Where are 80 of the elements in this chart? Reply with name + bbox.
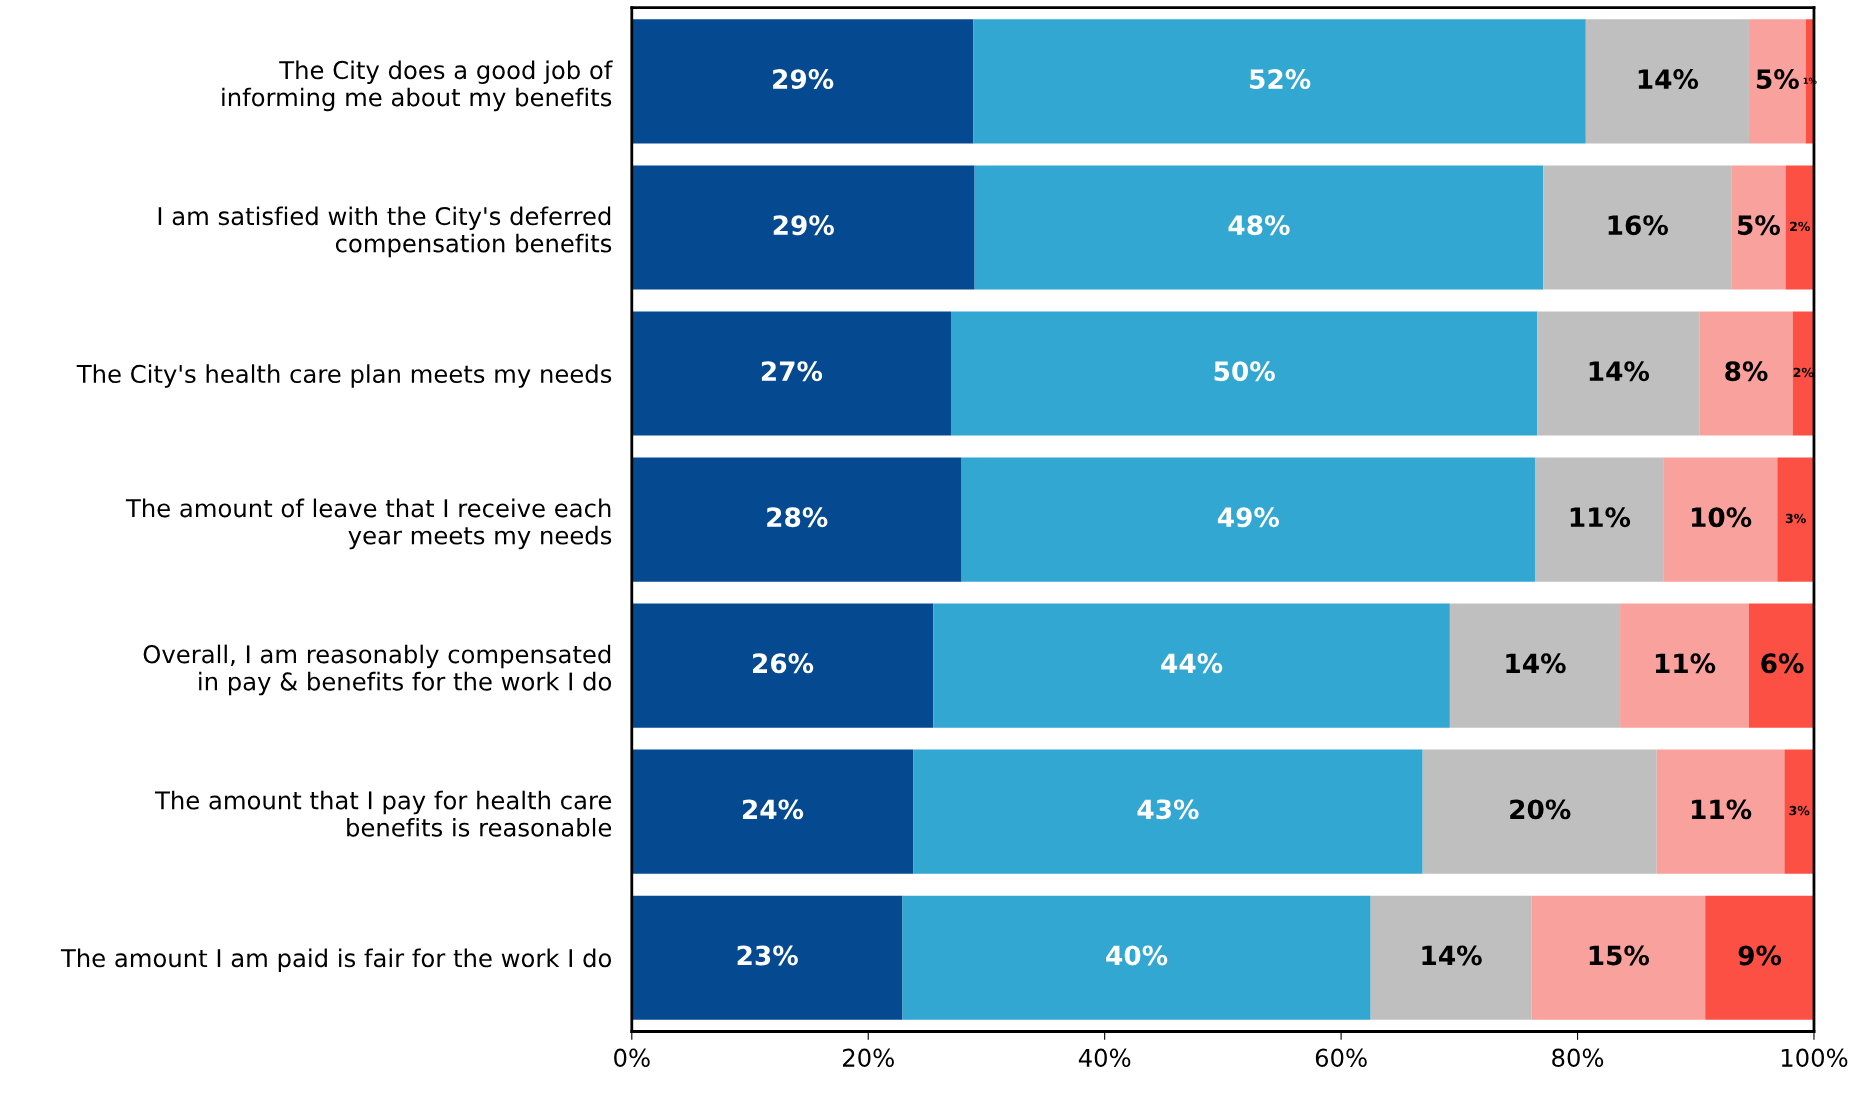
x-tick-label: 0% xyxy=(614,1048,650,1067)
bar xyxy=(973,19,1586,144)
data-label: 5% xyxy=(1738,215,1780,236)
bar xyxy=(1449,603,1621,728)
data-label: 23% xyxy=(737,945,798,966)
data-label: 29% xyxy=(773,69,834,90)
bar xyxy=(950,311,1538,436)
y-tick-label: Overall, I am reasonably compensated in pay & benefits for the work I do xyxy=(143,644,612,696)
data-label: 2% xyxy=(1790,221,1810,232)
x-tick-label: 60% xyxy=(1315,1048,1367,1067)
bar xyxy=(631,603,934,728)
data-label: 2% xyxy=(1793,367,1814,378)
bar xyxy=(1784,749,1814,874)
data-label: 3% xyxy=(1789,805,1810,816)
y-tick-label: I am satisfied with the City's deferred compensation benefits xyxy=(158,206,612,258)
data-label: 14% xyxy=(1506,653,1566,674)
data-label: 6% xyxy=(1761,653,1804,674)
bar xyxy=(933,603,1450,728)
bar xyxy=(1370,895,1532,1020)
bar xyxy=(1422,749,1657,874)
data-label: 26% xyxy=(753,653,814,674)
bar xyxy=(961,457,1535,582)
data-label: 50% xyxy=(1214,361,1275,382)
x-tick-label: 80% xyxy=(1552,1048,1604,1067)
bar xyxy=(974,165,1544,290)
bar xyxy=(631,165,975,290)
data-label: 49% xyxy=(1217,507,1280,528)
data-label: 48% xyxy=(1228,215,1290,236)
bar xyxy=(1585,19,1749,144)
x-tick-label: 40% xyxy=(1078,1048,1131,1067)
data-label: 11% xyxy=(1655,653,1716,674)
bar xyxy=(1537,311,1700,436)
bar xyxy=(1785,165,1814,290)
bar xyxy=(631,895,903,1020)
data-label: 10% xyxy=(1691,507,1752,528)
data-label: 11% xyxy=(1570,507,1631,528)
y-tick-label: The City's health care plan meets my needs xyxy=(76,364,612,388)
data-label: 14% xyxy=(1638,69,1699,90)
data-label: 52% xyxy=(1250,69,1311,90)
data-label: 9% xyxy=(1738,945,1782,966)
data-label: 44% xyxy=(1161,653,1223,674)
data-label: 11% xyxy=(1691,799,1752,820)
data-label: 3% xyxy=(1785,513,1806,524)
bar xyxy=(1620,603,1749,728)
bar xyxy=(1663,457,1778,582)
bar xyxy=(902,895,1371,1020)
data-label: 40% xyxy=(1106,945,1168,966)
bar xyxy=(631,749,914,874)
data-label: 24% xyxy=(742,799,804,820)
data-label: 20% xyxy=(1510,799,1571,820)
bar xyxy=(913,749,1423,874)
bar xyxy=(1534,457,1664,582)
bar xyxy=(631,19,974,144)
data-label: 27% xyxy=(761,361,823,382)
bar xyxy=(1731,165,1786,290)
bar xyxy=(631,457,962,582)
y-tick-label: The amount I am paid is fair for the work I do xyxy=(60,948,612,973)
data-label: 43% xyxy=(1137,799,1199,820)
bar xyxy=(1699,311,1793,436)
bar xyxy=(1792,311,1814,436)
x-tick-label: 100% xyxy=(1781,1048,1848,1067)
bar xyxy=(1543,165,1732,290)
data-label: 15% xyxy=(1589,945,1650,966)
y-tick-label: The City does a good job of informing me about my benefits xyxy=(222,60,613,112)
data-label: 8% xyxy=(1725,361,1768,382)
data-label: 28% xyxy=(767,507,828,528)
data-label: 14% xyxy=(1589,361,1650,382)
bar xyxy=(1777,457,1814,582)
bar xyxy=(1531,895,1706,1020)
bar xyxy=(631,311,951,436)
x-tick-label: 20% xyxy=(843,1048,894,1067)
data-label: 16% xyxy=(1608,215,1668,236)
y-tick-label: The amount that I pay for health care benefits is reasonable xyxy=(154,790,612,837)
bar xyxy=(1656,749,1785,874)
y-tick-label: The amount of leave that I receive each year meets my needs xyxy=(125,498,612,550)
bar xyxy=(1748,603,1814,728)
data-label: 5% xyxy=(1756,69,1799,90)
bar xyxy=(1705,895,1814,1020)
data-label: 14% xyxy=(1422,945,1482,966)
data-label: 29% xyxy=(773,215,834,236)
